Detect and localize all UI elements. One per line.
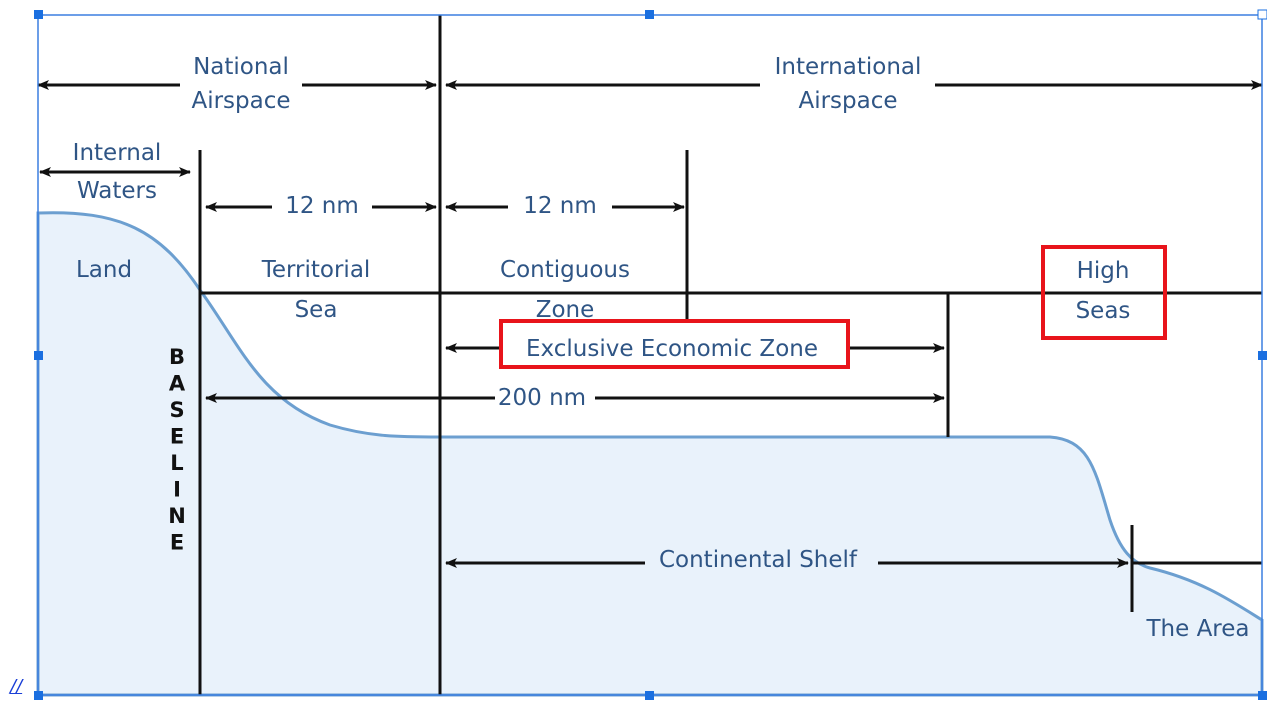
label: Airspace xyxy=(191,88,290,114)
label: High xyxy=(1077,258,1130,284)
label: Territorial xyxy=(261,257,371,283)
baseline-letter: N xyxy=(168,504,186,528)
label: Exclusive Economic Zone xyxy=(526,336,818,362)
baseline-letter: I xyxy=(173,478,181,502)
label: International xyxy=(775,54,922,80)
baseline-letter: A xyxy=(169,372,186,396)
selection-frame xyxy=(34,9,1267,700)
link[interactable]: // xyxy=(10,676,23,697)
label: Continental Shelf xyxy=(659,547,858,573)
arrows xyxy=(37,80,1263,568)
label: Internal xyxy=(73,140,162,166)
seafloor-profile xyxy=(36,211,1264,697)
baseline-letter: S xyxy=(169,398,184,422)
highlight-box xyxy=(1041,245,1167,340)
label: 12 nm xyxy=(285,193,359,219)
label: The Area xyxy=(1145,616,1249,642)
label: Seas xyxy=(1076,298,1131,324)
baseline-letter: B xyxy=(169,345,185,369)
baseline-letter: E xyxy=(170,425,184,449)
label: 200 nm xyxy=(498,385,586,411)
label: 12 nm xyxy=(523,193,597,219)
label: Waters xyxy=(77,178,157,204)
maritime-diagram[interactable]: National Airspace International Airspace… xyxy=(36,15,1264,697)
boundary-lines xyxy=(198,15,1262,695)
label: Land xyxy=(76,257,132,283)
label: Airspace xyxy=(798,88,897,114)
label: National xyxy=(193,54,289,80)
highlight-box xyxy=(499,319,850,369)
baseline-letter: L xyxy=(170,451,183,475)
label: Sea xyxy=(295,297,338,323)
baseline-letter: E xyxy=(170,531,184,555)
label: Zone xyxy=(536,297,595,323)
label: Contiguous xyxy=(500,257,630,283)
